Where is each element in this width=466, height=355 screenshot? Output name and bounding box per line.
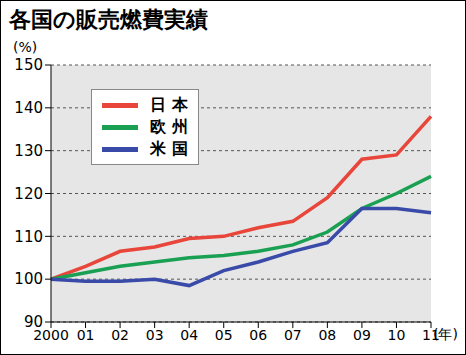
svg-text:90: 90 bbox=[24, 313, 43, 331]
svg-text:04: 04 bbox=[180, 327, 198, 343]
svg-text:130: 130 bbox=[14, 142, 43, 160]
svg-text:06: 06 bbox=[249, 327, 267, 343]
svg-text:140: 140 bbox=[14, 99, 43, 117]
svg-text:10: 10 bbox=[388, 327, 406, 343]
svg-text:07: 07 bbox=[284, 327, 302, 343]
svg-text:150: 150 bbox=[14, 56, 43, 74]
svg-text:02: 02 bbox=[111, 327, 129, 343]
svg-text:120: 120 bbox=[14, 185, 43, 203]
svg-text:09: 09 bbox=[353, 327, 371, 343]
svg-text:100: 100 bbox=[14, 270, 43, 288]
svg-text:110: 110 bbox=[14, 228, 43, 246]
svg-text:01: 01 bbox=[77, 327, 95, 343]
svg-text:11: 11 bbox=[422, 327, 440, 343]
svg-text:08: 08 bbox=[318, 327, 336, 343]
svg-text:05: 05 bbox=[215, 327, 233, 343]
svg-text:03: 03 bbox=[146, 327, 164, 343]
